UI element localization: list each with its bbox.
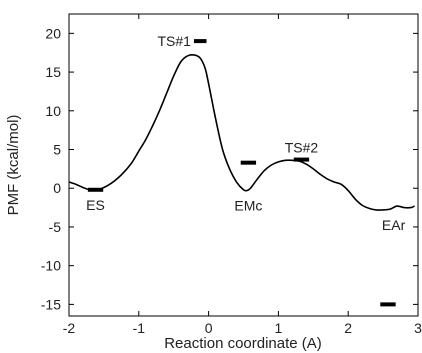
y-tick-label: 20 — [45, 25, 61, 41]
y-tick-label: 5 — [53, 142, 61, 158]
y-tick-label: 10 — [45, 103, 61, 119]
y-axis-label: PMF (kcal/mol) — [5, 115, 22, 216]
x-tick-label: -2 — [63, 320, 76, 336]
state-label: TS#1 — [157, 33, 191, 49]
pmf-curve — [68, 54, 415, 211]
y-tick-label: 0 — [53, 180, 61, 196]
state-label: TS#2 — [285, 140, 319, 156]
y-tick-label: -5 — [49, 219, 62, 235]
y-tick-label: 15 — [45, 64, 61, 80]
y-tick-label: -15 — [41, 296, 61, 312]
state-label: ES — [86, 197, 105, 213]
state-label: EMc — [234, 198, 262, 214]
plot-frame — [68, 13, 419, 317]
state-labels: ES TS#1 EMc TS#2 EAr — [86, 33, 405, 233]
x-tick-label: 2 — [344, 320, 352, 336]
x-tick-label: 3 — [414, 320, 422, 336]
axis-ticks — [68, 14, 419, 316]
x-tick-label: 1 — [275, 320, 283, 336]
y-tick-label: -10 — [41, 258, 61, 274]
x-tick-label: -1 — [133, 320, 146, 336]
x-tick-label: 0 — [205, 320, 213, 336]
x-axis-label: Reaction coordinate (A) — [164, 335, 322, 352]
state-label: EAr — [382, 217, 406, 233]
state-markers — [87, 39, 396, 307]
